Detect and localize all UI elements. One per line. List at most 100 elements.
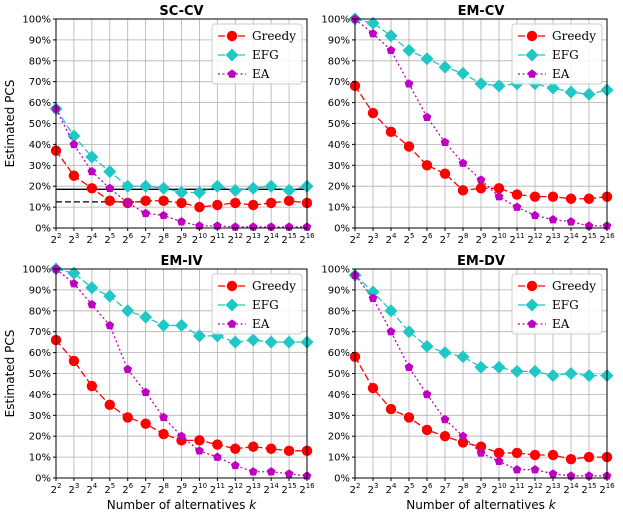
y-tick-label: 0% <box>334 224 350 235</box>
data-point <box>264 335 278 349</box>
data-point <box>386 327 396 336</box>
legend-marker <box>225 48 239 62</box>
data-point <box>404 362 414 371</box>
data-point <box>494 456 504 465</box>
data-point <box>103 165 117 179</box>
x-tick-label: 216 <box>599 232 615 246</box>
data-point <box>476 175 486 184</box>
x-tick-label: 29 <box>476 232 487 246</box>
y-tick-label: 50% <box>328 119 350 130</box>
data-point <box>384 29 398 43</box>
data-point <box>529 449 541 461</box>
data-point <box>248 467 258 476</box>
data-point <box>403 412 415 423</box>
data-point <box>404 79 414 88</box>
data-point <box>440 414 450 424</box>
y-tick-label: 60% <box>29 348 51 359</box>
data-point <box>284 222 294 231</box>
data-point <box>582 87 596 101</box>
data-point <box>440 137 450 147</box>
data-point <box>248 199 259 211</box>
x-tick-label: 23 <box>368 482 379 496</box>
data-point <box>457 185 469 196</box>
data-point <box>212 199 223 211</box>
series-efg <box>49 102 314 199</box>
x-tick-label: 213 <box>545 482 560 496</box>
data-point <box>282 335 296 349</box>
data-point <box>366 16 380 30</box>
data-point <box>583 193 595 204</box>
data-point <box>494 192 504 201</box>
x-tick-label: 215 <box>281 232 296 246</box>
data-point <box>368 293 378 302</box>
data-point <box>139 310 153 324</box>
legend-label: EA <box>552 317 570 331</box>
x-tick-label: 213 <box>246 482 261 496</box>
data-point <box>69 279 79 288</box>
data-point <box>140 195 151 207</box>
y-tick-label: 80% <box>29 56 51 67</box>
data-point <box>123 198 133 207</box>
x-tick-label: 27 <box>140 482 151 496</box>
y-tick-label: 30% <box>29 411 51 422</box>
data-point <box>530 465 540 474</box>
x-tick-label: 212 <box>228 482 243 496</box>
data-point <box>458 158 468 167</box>
data-point <box>547 191 559 202</box>
data-point <box>283 445 295 457</box>
data-point <box>265 197 277 209</box>
y-tick-label: 70% <box>29 327 51 338</box>
y-tick-label: 100% <box>321 15 350 26</box>
legend-marker <box>526 30 538 42</box>
y-tick-label: 100% <box>22 15 51 26</box>
y-tick-label: 100% <box>321 265 350 276</box>
x-tick-label: 27 <box>140 232 151 246</box>
x-tick-label: 216 <box>599 482 615 496</box>
data-point <box>402 43 416 57</box>
data-point <box>476 448 486 457</box>
data-point <box>105 183 115 193</box>
x-axis-label: Number of alternatives k <box>406 498 556 512</box>
data-point <box>474 360 488 374</box>
x-tick-label: 23 <box>69 482 80 496</box>
data-point <box>230 197 241 209</box>
y-tick-label: 70% <box>29 77 51 88</box>
legend-label: Greedy <box>552 29 596 43</box>
series-ea <box>350 270 612 480</box>
legend-label: EA <box>552 67 570 81</box>
series-line <box>354 274 607 477</box>
legend-marker <box>525 298 539 312</box>
data-point <box>157 318 171 332</box>
data-point <box>565 453 577 465</box>
data-point <box>547 449 559 461</box>
data-point <box>195 446 204 455</box>
y-tick-label: 90% <box>29 35 51 46</box>
y-tick-label: 60% <box>328 98 350 109</box>
data-point <box>566 217 576 226</box>
data-point <box>105 320 115 330</box>
x-tick-label: 23 <box>69 232 80 246</box>
data-point <box>510 364 524 378</box>
data-point <box>192 329 206 343</box>
data-point <box>368 29 378 38</box>
data-point <box>421 160 433 171</box>
x-tick-label: 212 <box>527 232 542 246</box>
data-point <box>176 197 187 209</box>
data-point <box>403 141 415 152</box>
data-point <box>456 350 470 364</box>
data-point <box>175 318 188 332</box>
y-axis-label: Estimated PCS <box>3 80 17 168</box>
y-tick-label: 20% <box>328 432 350 443</box>
data-point <box>439 431 451 442</box>
x-tick-label: 28 <box>158 232 169 246</box>
data-point <box>511 447 523 459</box>
data-point <box>386 45 396 55</box>
data-point <box>283 195 295 207</box>
y-tick-label: 40% <box>328 140 350 151</box>
x-tick-label: 27 <box>440 232 451 246</box>
y-tick-label: 10% <box>29 453 51 464</box>
data-point <box>438 346 452 360</box>
y-tick-label: 0% <box>35 474 51 485</box>
panel-title: EM-IV <box>160 254 202 269</box>
legend: Greedy EFG EA <box>211 273 303 335</box>
